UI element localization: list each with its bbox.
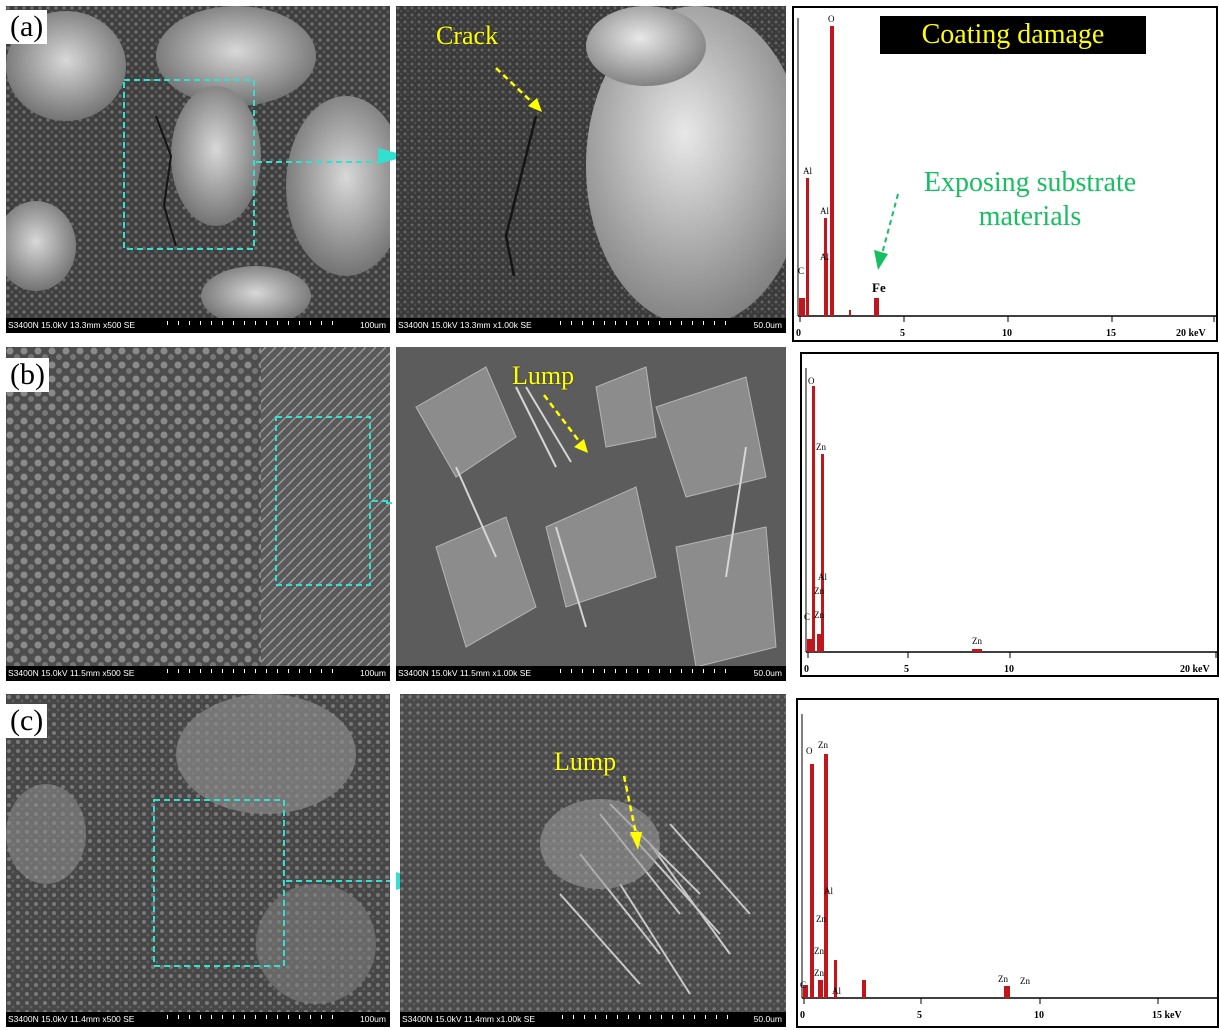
sem-texture <box>400 694 786 1027</box>
eds-tick-4: 20 keV <box>1176 328 1207 339</box>
eds-tick-1: 5 <box>917 1010 922 1021</box>
eds-tick-3: 20 keV <box>1180 664 1211 675</box>
peak-label-o: O <box>806 746 813 756</box>
eds-plot: 0 5 10 20 keV O Zn Al Zn C Zn Zn <box>804 368 1219 675</box>
peak-label-o: O <box>808 376 815 386</box>
peak-label-zn-2: Zn <box>814 586 824 596</box>
sem-scalebar: S3400N 15.0kV 11.4mm x1.00k SE 50.0um <box>400 1012 786 1027</box>
peak-label-c: C <box>800 980 806 990</box>
sem-image-c-low-mag: S3400N 15.0kV 11.4mm x500 SE 100um <box>6 694 390 1027</box>
peak-label-al-2: Al <box>832 986 841 996</box>
peak-label-c: C <box>804 612 810 622</box>
sem-image-b-low-mag: S3400N 15.0kV 11.5mm x500 SE 100um <box>6 347 390 681</box>
sem-scalebar: S3400N 15.0kV 13.3mm x1.00k SE 50.0um <box>396 318 786 333</box>
highlight-box <box>275 416 371 586</box>
peak-label-o: O <box>828 14 835 24</box>
peak-label-al-1: Al <box>803 166 812 176</box>
eds-tick-3: 15 keV <box>1152 1010 1183 1021</box>
highlight-box <box>153 799 285 967</box>
peak-label-zn-3: Zn <box>814 946 824 956</box>
peak-label-zn-3: Zn <box>814 610 824 620</box>
exposing-substrate-note: Exposing substrate materials <box>923 167 1137 232</box>
sem-image-c-high-mag: S3400N 15.0kV 11.4mm x1.00k SE 50.0um <box>400 694 786 1027</box>
annotation-lump-b: Lump <box>512 361 575 390</box>
eds-plot: 0 5 10 15 keV O Zn Al Zn Zn Zn C Al Zn Z… <box>800 714 1219 1021</box>
panel-label-c: (c) <box>6 704 48 738</box>
sem-scalebar: S3400N 15.0kV 11.5mm x1.00k SE 50.0um <box>396 666 786 681</box>
peak-label-al-3: Al <box>820 252 829 262</box>
panel-label-a: (a) <box>6 10 48 44</box>
annotation-crack: Crack <box>436 21 499 50</box>
eds-spectrum-a: 0 5 10 15 20 keV O Al Al Al C Fe <box>792 6 1218 342</box>
sem-texture <box>396 6 786 333</box>
peak-label-c: C <box>798 266 804 276</box>
peak-label-al-2: Al <box>820 206 829 216</box>
annotation-lump-c: Lump <box>554 747 617 776</box>
sem-texture <box>396 347 786 681</box>
sem-image-b-high-mag: S3400N 15.0kV 11.5mm x1.00k SE 50.0um <box>396 347 786 681</box>
sem-scalebar: S3400N 15.0kV 11.4mm x500 SE 100um <box>6 1012 390 1027</box>
sem-scalebar: S3400N 15.0kV 13.3mm x500 SE 100um <box>6 318 390 333</box>
sem-texture <box>6 694 390 1027</box>
coating-damage-banner: Coating damage <box>880 16 1146 54</box>
peak-label-zn-6: Zn <box>1020 976 1030 986</box>
sem-image-a-high-mag: S3400N 15.0kV 13.3mm x1.00k SE 50.0um <box>396 6 786 333</box>
highlight-box <box>123 79 255 250</box>
eds-tick-2: 10 <box>1034 1010 1044 1021</box>
eds-spectrum-c: 0 5 10 15 keV O Zn Al Zn Zn Zn C Al Zn Z… <box>796 698 1219 1028</box>
eds-tick-0: 0 <box>804 664 809 675</box>
eds-tick-3: 15 <box>1106 328 1116 339</box>
sem-scalebar: S3400N 15.0kV 11.5mm x500 SE 100um <box>6 666 390 681</box>
peak-label-zn-4: Zn <box>972 636 982 646</box>
peak-label-al: Al <box>818 572 827 582</box>
peak-label-zn-1: Zn <box>818 740 828 750</box>
eds-tick-1: 5 <box>900 328 905 339</box>
sem-image-a-low-mag: S3400N 15.0kV 13.3mm x500 SE 100um <box>6 6 390 333</box>
eds-tick-1: 5 <box>904 664 909 675</box>
sem-texture <box>6 6 390 333</box>
panel-label-b: (b) <box>6 358 49 392</box>
eds-tick-0: 0 <box>800 1010 805 1021</box>
eds-tick-2: 10 <box>1004 664 1014 675</box>
peak-label-zn-5: Zn <box>998 974 1008 984</box>
cyan-arrow-head <box>378 148 408 164</box>
peak-label-zn-1: Zn <box>816 442 826 452</box>
peak-label-zn-2: Zn <box>816 914 826 924</box>
peak-label-al-1: Al <box>824 886 833 896</box>
peak-label-fe: Fe <box>872 280 886 295</box>
eds-tick-2: 10 <box>1002 328 1012 339</box>
eds-plot: 0 5 10 15 20 keV O Al Al Al C Fe <box>796 14 1218 339</box>
peak-label-zn-4: Zn <box>814 968 824 978</box>
eds-spectrum-b: 0 5 10 20 keV O Zn Al Zn C Zn Zn <box>800 352 1219 677</box>
sem-texture <box>6 347 390 681</box>
eds-tick-0: 0 <box>796 328 801 339</box>
